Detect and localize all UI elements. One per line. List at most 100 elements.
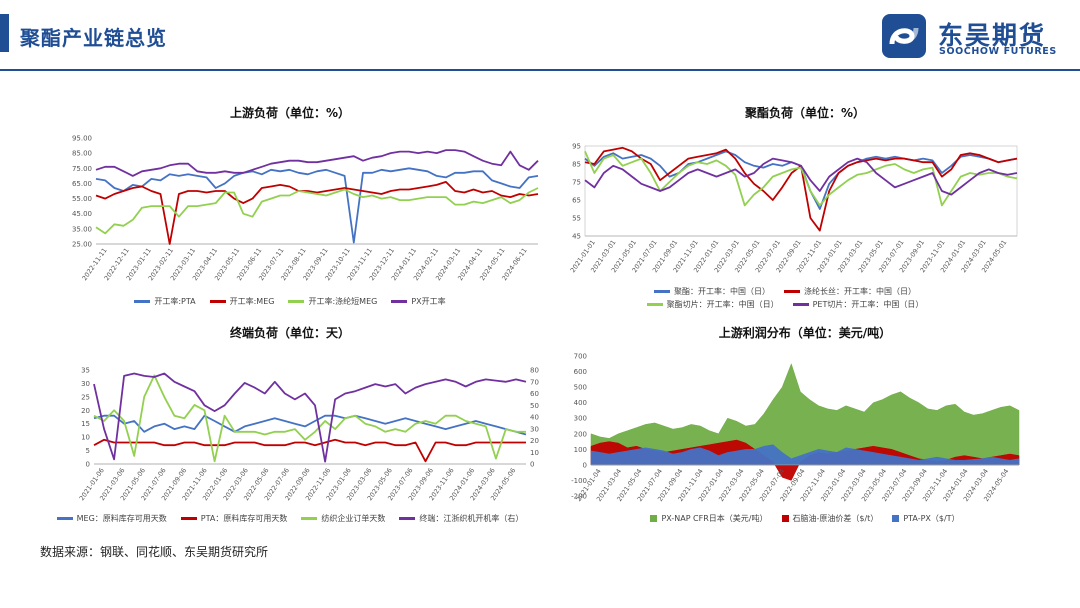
downstream-load-plot: 35302520151050807060504030201002021-01-0… xyxy=(78,367,539,503)
chart-legend: MEG：原料库存可用天数 PTA：原料库存可用天数 纺织企业订单天数 终端：江浙织机开… xyxy=(30,513,550,524)
legend-swatch xyxy=(399,517,416,520)
legend-label: PTA-PX（$/T） xyxy=(903,514,960,523)
legend-entry: 终端：江浙织机开机率（右） xyxy=(399,513,523,524)
legend-entry: MEG：原料库存可用天数 xyxy=(56,513,167,524)
legend-swatch xyxy=(391,300,408,303)
upstream-profit-plot: 7006005004003002001000-100-2002021-01-04… xyxy=(571,353,1020,503)
y-tick-label: 95 xyxy=(572,143,581,151)
legend-entry: 纺织企业订单天数 xyxy=(301,513,385,524)
page-header: 聚酯产业链总览 东吴期货 SOOCHOW FUTURES xyxy=(0,0,1080,72)
series-line xyxy=(584,151,1018,207)
y-tick-label: 200 xyxy=(574,430,587,438)
legend-label: 石脑油-原油价差（$/t） xyxy=(792,514,879,523)
y-tick-label: -100 xyxy=(571,477,587,485)
y-tick-label: 400 xyxy=(574,399,587,407)
chart-title: 上游负荷（单位：%） xyxy=(229,106,351,120)
y2-tick-label: 20 xyxy=(530,437,539,445)
series-line xyxy=(93,374,526,463)
upstream-load-plot: 95.00 85.00 75.00 65.00 55.00 45.00 35.00 25.00… xyxy=(72,135,539,282)
legend-label: 开工率:涤纶短MEG xyxy=(308,297,378,306)
legend-entry: PET切片：开工率：中国（日） xyxy=(792,299,924,310)
chart-title: 聚酯负荷（单位：%） xyxy=(744,106,866,120)
upstream-load-chart: 上游负荷（单位：%） 95.00 85.00 75.00 65.00 55.00 45.0… xyxy=(30,106,550,316)
y-tick-label: 95.00 xyxy=(72,135,92,143)
legend-entry: 涤纶长丝：开工率：中国（日） xyxy=(784,286,916,297)
legend-label: MEG：原料库存可用天数 xyxy=(76,514,167,523)
series-line xyxy=(95,167,539,244)
logo-english-name: SOOCHOW FUTURES xyxy=(939,46,1057,57)
series-line xyxy=(93,414,527,436)
legend-label: PTA：原料库存可用天数 xyxy=(200,514,288,523)
y-tick-label: 55 xyxy=(572,215,581,223)
legend-label: PX开工率 xyxy=(411,297,446,306)
y2-tick-label: 70 xyxy=(530,378,539,386)
y2-tick-label: 80 xyxy=(530,367,539,375)
y-tick-label: -200 xyxy=(571,493,587,501)
legend-swatch xyxy=(784,290,800,293)
legend-swatch xyxy=(792,303,809,306)
legend-swatch xyxy=(892,515,900,522)
legend-swatch xyxy=(56,517,73,520)
legend-swatch xyxy=(180,517,197,520)
y2-tick-label: 50 xyxy=(530,402,539,410)
series-line xyxy=(95,187,539,235)
y2-tick-label: 60 xyxy=(530,390,539,398)
logo-chinese-name: 东吴期货 xyxy=(938,21,1047,50)
series-line xyxy=(95,149,539,177)
legend-label: 开工率:PTA xyxy=(154,297,196,306)
legend-label: PX-NAP CFR日本（美元/吨） xyxy=(661,514,768,523)
y-tick-label: 55.00 xyxy=(72,195,92,203)
legend-label: 涤纶长丝：开工率：中国（日） xyxy=(804,287,916,296)
y-tick-label: 45.00 xyxy=(72,210,92,218)
legend-swatch xyxy=(654,290,670,293)
legend-entry: PX-NAP CFR日本（美元/吨） xyxy=(650,513,768,524)
upstream-profit-chart: 上游利润分布（单位：美元/吨） 700 600 500 400 300 200 100 0 -1… xyxy=(545,326,1065,536)
y-tick-label: 15 xyxy=(81,420,90,428)
y2-tick-label: 10 xyxy=(530,449,539,457)
y-tick-label: 25.00 xyxy=(72,241,92,249)
legend-label: 纺织企业订单天数 xyxy=(321,514,386,523)
legend-entry: 聚酯：开工率：中国（日） xyxy=(654,286,770,297)
y-tick-label: 35.00 xyxy=(72,225,92,233)
legend-swatch xyxy=(209,300,226,303)
series-area xyxy=(590,444,1020,466)
chart-legend: 开工率:PTA 开工率:MEG 开工率:涤纶短MEG PX开工率 xyxy=(30,296,550,307)
y-tick-label: 700 xyxy=(574,353,587,361)
chart-legend: 聚酯：开工率：中国（日） 涤纶长丝：开工率：中国（日） 聚酯切片：开工率：中国（日）… xyxy=(605,286,965,310)
series-area xyxy=(590,363,1020,466)
y2-tick-label: 40 xyxy=(530,414,539,422)
legend-swatch xyxy=(301,517,318,520)
y-tick-label: 0 xyxy=(583,461,587,469)
y-tick-label: 5 xyxy=(86,447,90,455)
downstream-load-chart: 终端负荷（单位：天） 35 30 25 20 15 10 5 0 80 70 60 50 40 30 20 1… xyxy=(30,326,550,536)
chart-title: 终端负荷（单位：天） xyxy=(229,326,350,340)
legend-entry: PTA-PX（$/T） xyxy=(892,513,960,524)
y-tick-label: 500 xyxy=(574,384,587,392)
legend-label: 终端：江浙织机开机率（右） xyxy=(419,514,524,523)
legend-label: 开工率:MEG xyxy=(229,297,275,306)
header-divider xyxy=(0,69,1080,71)
y-tick-label: 65 xyxy=(572,197,581,205)
data-source-note: 数据来源：钢联、同花顺、东吴期货研究所 xyxy=(40,545,269,559)
y2-tick-label: 30 xyxy=(530,425,539,433)
series-line xyxy=(93,438,526,463)
legend-swatch xyxy=(288,300,305,303)
y-tick-label: 65.00 xyxy=(72,180,92,188)
y-tick-label: 85.00 xyxy=(72,150,92,158)
legend-label: 聚酯：开工率：中国（日） xyxy=(674,287,770,296)
legend-label: PET切片：开工率：中国（日） xyxy=(812,300,924,309)
y2-tick-label: 0 xyxy=(530,461,534,469)
y-tick-label: 45 xyxy=(572,233,581,241)
legend-swatch xyxy=(134,300,151,303)
y-tick-label: 20 xyxy=(81,407,90,415)
y-tick-label: 0 xyxy=(86,461,90,469)
polyester-load-plot: 9585756555452021-01-012021-03-012021-05-… xyxy=(569,143,1018,274)
series-line xyxy=(93,372,527,463)
plot-frame xyxy=(584,145,1018,237)
y-tick-label: 300 xyxy=(574,415,587,423)
legend-entry: 石脑油-原油价差（$/t） xyxy=(781,513,879,524)
legend-label: 聚酯切片：开工率：中国（日） xyxy=(666,300,779,309)
legend-entry: PTA：原料库存可用天数 xyxy=(180,513,288,524)
y-tick-label: 10 xyxy=(81,434,90,442)
soochow-logo-icon xyxy=(882,14,926,58)
